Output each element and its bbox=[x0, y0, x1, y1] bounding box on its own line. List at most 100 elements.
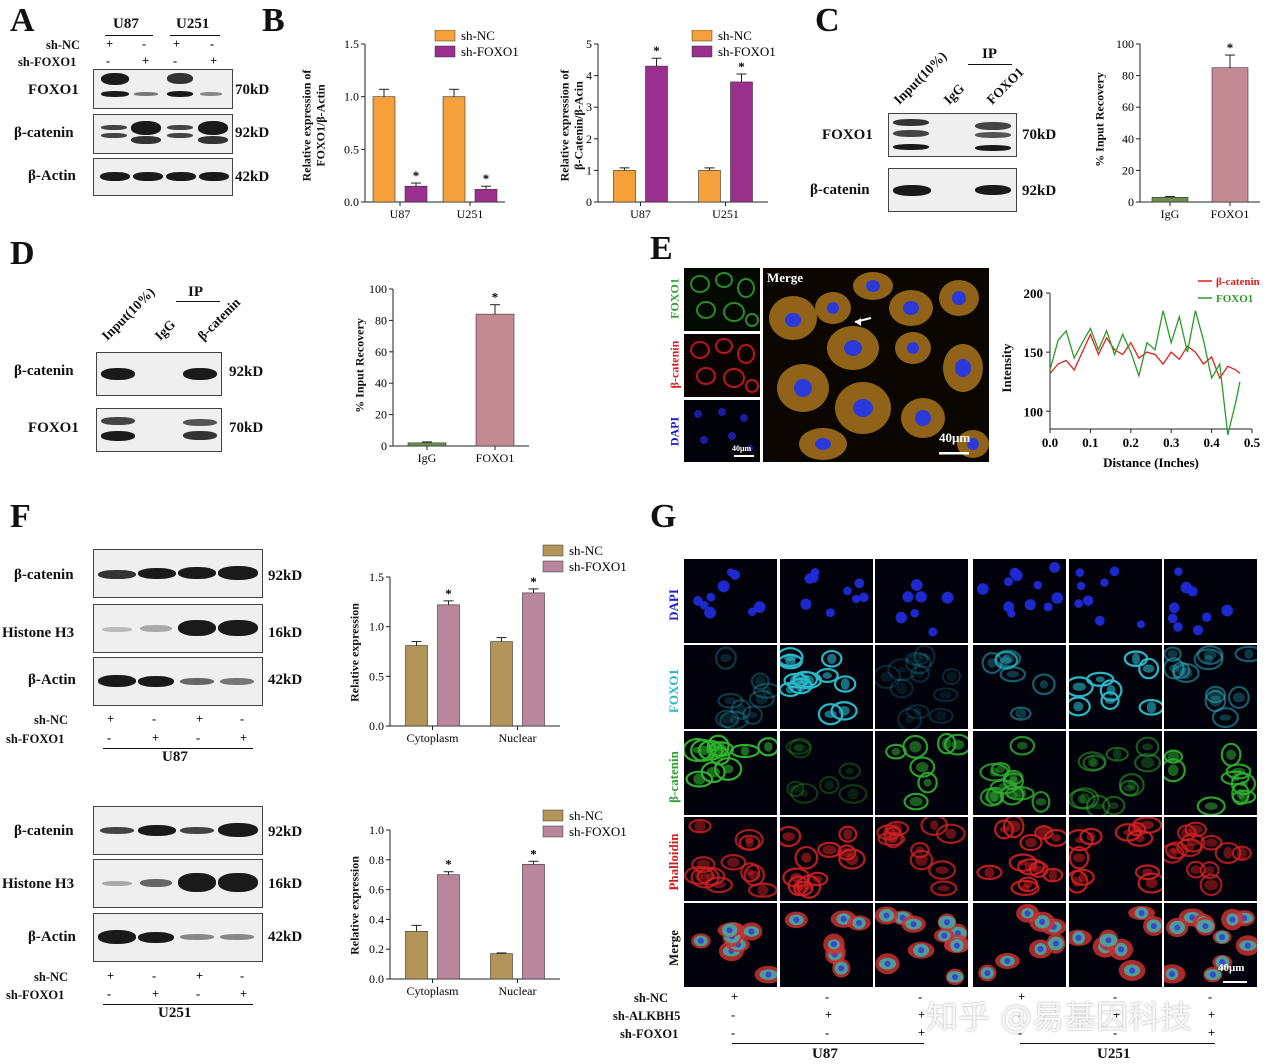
nucleus bbox=[825, 608, 835, 618]
cond-sign: - bbox=[196, 987, 201, 1001]
nucleus bbox=[843, 586, 852, 596]
cell-body bbox=[793, 742, 804, 752]
cond-sign: - bbox=[107, 731, 112, 745]
cell-outline bbox=[750, 672, 770, 691]
cell-body bbox=[736, 704, 746, 715]
bar-chart-fractionation-u251: 0.0 0.2 0.4 0.6 0.8 1.0 Cytoplasm * Nuclear * sh-N… bbox=[369, 808, 627, 998]
cell-outline bbox=[1009, 735, 1036, 756]
nucleus bbox=[1180, 581, 1193, 594]
nucleus bbox=[838, 965, 845, 972]
cell-body bbox=[875, 906, 899, 925]
cell-outline bbox=[1137, 872, 1162, 894]
micrograph-tile bbox=[875, 903, 968, 987]
cell-outline bbox=[897, 707, 923, 729]
micrograph-tile bbox=[1069, 645, 1162, 729]
cond-sign: - bbox=[210, 37, 215, 51]
x-tick-label: 0.2 bbox=[1123, 435, 1139, 450]
nucleus bbox=[1174, 567, 1183, 576]
cond-sign: - bbox=[1208, 990, 1213, 1004]
ip-underline bbox=[176, 301, 220, 302]
nucleus bbox=[1076, 581, 1086, 591]
legend-swatch bbox=[542, 809, 564, 822]
cond-sign: + bbox=[918, 1008, 926, 1022]
cell-body bbox=[1244, 648, 1254, 659]
nucleus bbox=[1049, 562, 1061, 573]
y-tick-label: 2 bbox=[586, 132, 592, 146]
nucleus bbox=[1082, 595, 1094, 606]
cell-outline bbox=[806, 871, 829, 887]
x-tick-label: 0.3 bbox=[1163, 435, 1180, 450]
cell-body bbox=[909, 741, 922, 753]
cell-body bbox=[1051, 834, 1061, 842]
nucleus bbox=[851, 594, 861, 604]
cell-body bbox=[700, 872, 710, 882]
lane-label: IgG bbox=[151, 316, 179, 344]
y-tick-label: 1 bbox=[586, 163, 592, 177]
cell-body bbox=[935, 866, 949, 874]
cell-outline bbox=[889, 678, 914, 699]
nucleus bbox=[1075, 934, 1082, 941]
cell-body bbox=[1006, 670, 1019, 678]
cell-outline bbox=[780, 825, 802, 848]
cell-outline bbox=[1127, 821, 1147, 837]
micrograph-tile bbox=[875, 731, 968, 815]
cell-body bbox=[1123, 784, 1136, 792]
series-line-foxo1 bbox=[1049, 310, 1241, 436]
cell-outline bbox=[684, 737, 713, 762]
cell-body bbox=[740, 746, 750, 756]
cell-outline bbox=[1069, 829, 1094, 852]
scale-bar-label: 40μm bbox=[939, 430, 971, 445]
channel-label: FOXO1 bbox=[667, 278, 682, 319]
cond-sign: + bbox=[1208, 1008, 1216, 1022]
series-line-beta-catenin bbox=[1049, 332, 1241, 380]
cond-label: sh-NC bbox=[634, 991, 669, 1005]
kd-label: 70kD bbox=[1022, 127, 1057, 143]
nucleus bbox=[793, 916, 800, 923]
y-tick-label: 80 bbox=[1122, 69, 1134, 83]
micrograph-tile bbox=[875, 645, 968, 729]
cell-body bbox=[1001, 654, 1011, 666]
cell-body bbox=[1072, 876, 1083, 887]
nucleus bbox=[952, 973, 959, 980]
legend-label: sh-NC bbox=[461, 30, 495, 43]
scale-bar-label: 40μm bbox=[1218, 962, 1245, 974]
blot-row-label: β-catenin bbox=[14, 363, 74, 379]
nucleus bbox=[747, 607, 757, 616]
cell-outline bbox=[1164, 657, 1185, 680]
nucleus bbox=[717, 580, 730, 593]
cell-outline bbox=[752, 682, 777, 699]
cell-outline bbox=[885, 820, 910, 837]
nucleus bbox=[943, 919, 950, 926]
y-tick-label: 20 bbox=[1122, 163, 1134, 177]
nucleus bbox=[1129, 967, 1136, 974]
stain-label: FOXO1 bbox=[666, 668, 681, 714]
cell-outline bbox=[1134, 753, 1162, 773]
cell-outline bbox=[838, 848, 866, 870]
kd-label: 92kD bbox=[268, 568, 303, 584]
nucleus bbox=[1192, 625, 1204, 636]
cell-outline bbox=[1069, 846, 1090, 870]
cell-body bbox=[888, 832, 899, 843]
micrograph-tile bbox=[973, 903, 1066, 987]
nucleus bbox=[1043, 602, 1053, 612]
bar bbox=[442, 96, 466, 203]
cell-outline bbox=[913, 645, 936, 669]
nucleus bbox=[1219, 959, 1226, 966]
cell-outline bbox=[976, 864, 1003, 881]
channel-label: DAPI bbox=[667, 416, 682, 447]
micrograph-tile bbox=[684, 731, 777, 815]
western-blot-histone-h3-u251 bbox=[93, 859, 263, 908]
cond-sign: + bbox=[107, 712, 115, 726]
x-tick-label: 0.4 bbox=[1203, 435, 1220, 450]
nucleus bbox=[1037, 945, 1044, 952]
micrograph-tile bbox=[973, 731, 1066, 815]
cell-outline bbox=[742, 705, 763, 725]
cond-sign: - bbox=[1018, 1008, 1023, 1022]
cell-outline bbox=[787, 875, 809, 897]
bar bbox=[1211, 67, 1249, 203]
cell-outline bbox=[1070, 787, 1100, 810]
nucleus bbox=[915, 591, 927, 603]
cond-sign: - bbox=[107, 987, 112, 1001]
kd-label: 92kD bbox=[235, 125, 270, 141]
cell-outline bbox=[1186, 860, 1206, 879]
